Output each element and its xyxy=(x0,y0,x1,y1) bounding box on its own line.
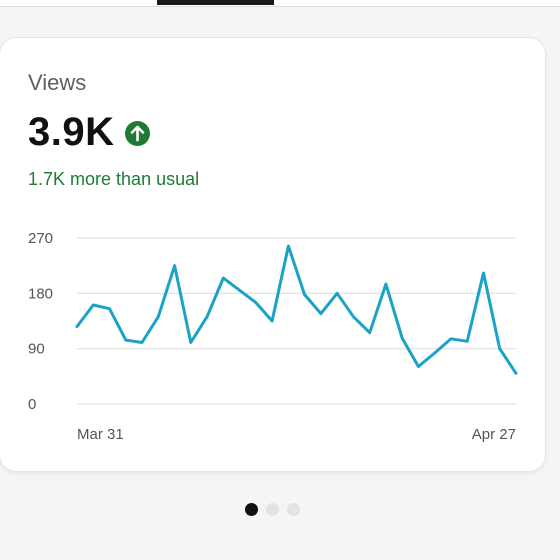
tab-strip xyxy=(0,0,560,7)
x-tick-label: Apr 27 xyxy=(472,426,516,443)
active-tab-indicator xyxy=(157,0,274,5)
views-card[interactable] xyxy=(0,38,545,471)
x-tick-label: Mar 31 xyxy=(77,426,124,443)
y-tick-label: 270 xyxy=(28,230,53,247)
metric-row: 3.9K xyxy=(28,110,150,155)
y-tick-label: 180 xyxy=(28,285,53,302)
arrow-up-icon xyxy=(124,121,150,146)
y-tick-label: 0 xyxy=(28,396,36,413)
pager-dot-1[interactable] xyxy=(245,503,258,516)
carousel-pager xyxy=(245,503,300,516)
pager-dot-3[interactable] xyxy=(287,503,300,516)
metric-value: 3.9K xyxy=(28,110,115,154)
delta-text: 1.7K more than usual xyxy=(28,169,200,189)
pager-dot-2[interactable] xyxy=(266,503,279,516)
card-title: Views xyxy=(28,70,87,95)
views-series-line xyxy=(75,244,518,375)
y-tick-label: 90 xyxy=(28,341,45,358)
